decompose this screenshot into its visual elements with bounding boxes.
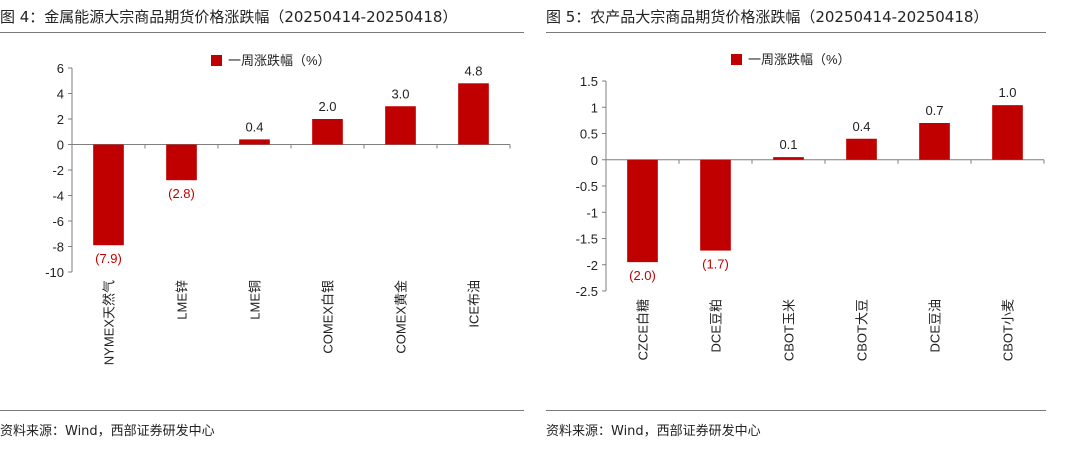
figure-4-title: 图 4：金属能源大宗商品期货价格涨跌幅（20250414-20250418）: [0, 8, 458, 26]
top-divider: [546, 32, 1046, 33]
figure-5-source: 资料来源：Wind，西部证券研发中心: [546, 424, 761, 439]
category-label: CBOT大豆: [855, 299, 870, 361]
category-label: CBOT小麦: [1001, 299, 1016, 361]
y-tick-label: -2: [586, 258, 598, 273]
y-tick-label: 0: [57, 138, 64, 153]
bar: [992, 105, 1023, 160]
data-label: 3.0: [391, 86, 409, 101]
category-label: NYMEX天然气: [102, 280, 117, 365]
data-label: (2.0): [629, 268, 656, 283]
legend-swatch: [731, 54, 742, 65]
y-tick-label: -10: [45, 265, 64, 280]
data-label: (7.9): [95, 251, 122, 266]
bar: [700, 159, 731, 251]
figure-5-panel: 图 5：农产品大宗商品期货价格涨跌幅（20250414-20250418） 一周…: [546, 0, 1080, 449]
y-tick-label: -4: [52, 189, 64, 204]
legend-label: 一周涨跌幅（%）: [748, 52, 851, 67]
category-label: COMEX黄金: [394, 280, 409, 354]
bar: [239, 139, 270, 145]
y-tick-label: -2.5: [576, 284, 598, 299]
data-label: 0.4: [245, 119, 263, 134]
agriculture-bar-chart: 一周涨跌幅（%） 1.5 1 0.5 0 -0.5 -1 -1.5 -2 -2.5 (2.0) CZC…: [576, 52, 1045, 361]
y-tick-label: -0.5: [576, 179, 598, 194]
data-label: 2.0: [318, 99, 336, 114]
bar: [458, 83, 489, 145]
figure-4-panel: 图 4：金属能源大宗商品期货价格涨跌幅（20250414-20250418） 一…: [0, 0, 532, 449]
category-label: DCE豆油: [928, 299, 943, 352]
top-divider: [0, 32, 524, 33]
bar: [385, 106, 416, 145]
bar: [627, 159, 658, 263]
y-tick-label: 2: [57, 112, 64, 127]
bar: [312, 119, 343, 145]
bar: [93, 144, 124, 246]
data-label: 1.0: [998, 85, 1016, 100]
category-label: ICE布油: [467, 280, 482, 328]
category-label: CBOT玉米: [782, 299, 797, 361]
bar: [919, 123, 950, 160]
category-label: CZCE白糖: [636, 299, 651, 360]
bar: [773, 157, 804, 160]
bottom-divider: [546, 410, 1046, 411]
figure-4-source: 资料来源：Wind，西部证券研发中心: [0, 424, 215, 439]
y-tick-label: 4: [57, 87, 64, 102]
figure-5-title: 图 5：农产品大宗商品期货价格涨跌幅（20250414-20250418）: [546, 8, 989, 26]
data-label: 4.8: [464, 63, 482, 78]
bar: [846, 138, 877, 160]
category-label: LME铜: [248, 280, 263, 320]
y-tick-label: -8: [52, 240, 64, 255]
data-label: 0.7: [925, 103, 943, 118]
metals-energy-bar-chart: 一周涨跌幅（%） 6 4 2 0 -2 -4 -6 -8 -10 (7.9) NYMEX天然气 (2.8…: [45, 53, 511, 365]
data-label: 0.1: [779, 137, 797, 152]
category-label: DCE豆粕: [709, 299, 724, 352]
data-label: (1.7): [702, 257, 729, 272]
bar: [166, 144, 197, 181]
legend-swatch: [211, 55, 222, 66]
y-tick-label: 1: [591, 100, 598, 115]
data-label: (2.8): [168, 186, 195, 201]
y-tick-label: -1: [586, 205, 598, 220]
category-label: COMEX白银: [321, 280, 336, 354]
y-tick-label: 0: [591, 153, 598, 168]
category-label: LME锌: [175, 280, 190, 320]
y-tick-label: 1.5: [580, 74, 598, 89]
bottom-divider: [0, 410, 524, 411]
y-tick-label: -2: [52, 163, 64, 178]
data-label: 0.4: [852, 119, 870, 134]
y-tick-label: -6: [52, 214, 64, 229]
y-tick-label: -1.5: [576, 232, 598, 247]
y-tick-label: 0.5: [580, 127, 598, 142]
y-tick-label: 6: [57, 61, 64, 76]
legend-label: 一周涨跌幅（%）: [228, 53, 331, 68]
